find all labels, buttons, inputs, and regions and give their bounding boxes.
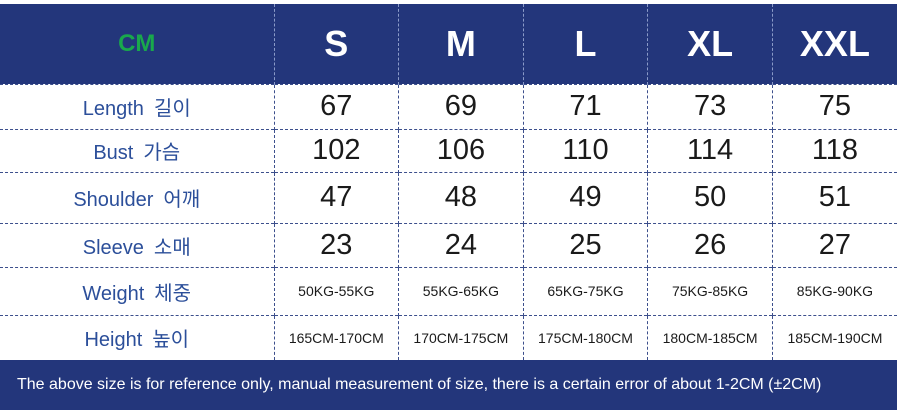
- label-en: Length: [82, 98, 144, 120]
- unit-header: CM: [118, 29, 156, 57]
- label-en: Sleeve: [82, 236, 144, 259]
- label-ko: 소매: [153, 234, 191, 259]
- cell-value: 47: [273, 171, 399, 223]
- cell-value: 165CM-170CM: [273, 314, 399, 360]
- cell-value: 48: [398, 171, 524, 223]
- label-ko: 가슴: [143, 140, 181, 164]
- cell-value: 175CM-180CM: [522, 314, 648, 360]
- label-en: Weight: [82, 282, 145, 305]
- cell-value: 110: [522, 128, 648, 172]
- cell-value: 180CM-185CM: [647, 314, 773, 360]
- label-ko: 어깨: [163, 187, 201, 211]
- row-height: Height 높이 165CM-170CM 170CM-175CM 175CM-1…: [0, 314, 897, 360]
- label-en: Shoulder: [73, 189, 154, 211]
- size-header-l: L: [522, 4, 648, 84]
- label-ko: 체중: [154, 280, 192, 305]
- cell-value: 51: [771, 171, 897, 223]
- size-header-xxl: XXL: [771, 4, 897, 84]
- cell-value: 75KG-85KG: [647, 266, 773, 315]
- row-length: Length 길이 67 69 71 73 75: [0, 83, 897, 129]
- cell-value: 102: [273, 128, 399, 172]
- cell-value: 26: [647, 222, 773, 267]
- cell-value: 67: [273, 83, 399, 129]
- row-label: Length 길이: [0, 83, 274, 129]
- row-shoulder: Shoulder 어깨 47 48 49 50 51: [0, 171, 897, 223]
- cell-value: 24: [398, 222, 524, 267]
- cell-value: 71: [522, 83, 648, 129]
- label-ko: 높이: [152, 327, 190, 352]
- cell-value: 49: [522, 171, 648, 223]
- cell-value: 170CM-175CM: [398, 314, 524, 360]
- size-header-xl: XL: [647, 4, 773, 84]
- cell-value: 114: [647, 128, 773, 172]
- cell-value: 23: [273, 222, 399, 267]
- row-sleeve: Sleeve 소매 23 24 25 26 27: [0, 222, 897, 267]
- cell-value: 75: [771, 83, 897, 129]
- cell-value: 73: [647, 83, 773, 129]
- row-bust: Bust 가슴 102 106 110 114 118: [0, 128, 897, 172]
- cell-value: 50KG-55KG: [273, 266, 399, 315]
- header-row: CM S M L XL XXL: [0, 4, 897, 84]
- row-label: Sleeve 소매: [0, 222, 274, 267]
- size-header-m: M: [398, 4, 524, 84]
- row-label: Height 높이: [0, 314, 274, 360]
- cell-value: 69: [398, 83, 524, 129]
- cell-value: 65KG-75KG: [522, 266, 648, 315]
- cell-value: 185CM-190CM: [771, 314, 897, 360]
- row-weight: Weight 체중 50KG-55KG 55KG-65KG 65KG-75KG 7…: [0, 266, 897, 315]
- size-header-s: S: [273, 4, 399, 84]
- cell-value: 25: [522, 222, 648, 267]
- cell-value: 106: [398, 128, 524, 172]
- reference-note: The above size is for reference only, ma…: [0, 360, 897, 410]
- cell-value: 55KG-65KG: [398, 266, 524, 315]
- cell-value: 85KG-90KG: [771, 266, 897, 315]
- label-en: Height: [84, 329, 143, 352]
- cell-value: 50: [647, 171, 773, 223]
- row-label: Bust 가슴: [0, 128, 274, 172]
- row-label: Shoulder 어깨: [0, 171, 274, 223]
- label-ko: 길이: [153, 96, 191, 120]
- row-label: Weight 체중: [0, 266, 274, 315]
- reference-note-text: The above size is for reference only, ma…: [17, 376, 822, 393]
- cell-value: 27: [771, 222, 897, 267]
- size-table: CM S M L XL XXL Length 길이 67 69 71 73 75 …: [0, 4, 897, 360]
- label-en: Bust: [93, 142, 134, 164]
- cell-value: 118: [771, 128, 897, 172]
